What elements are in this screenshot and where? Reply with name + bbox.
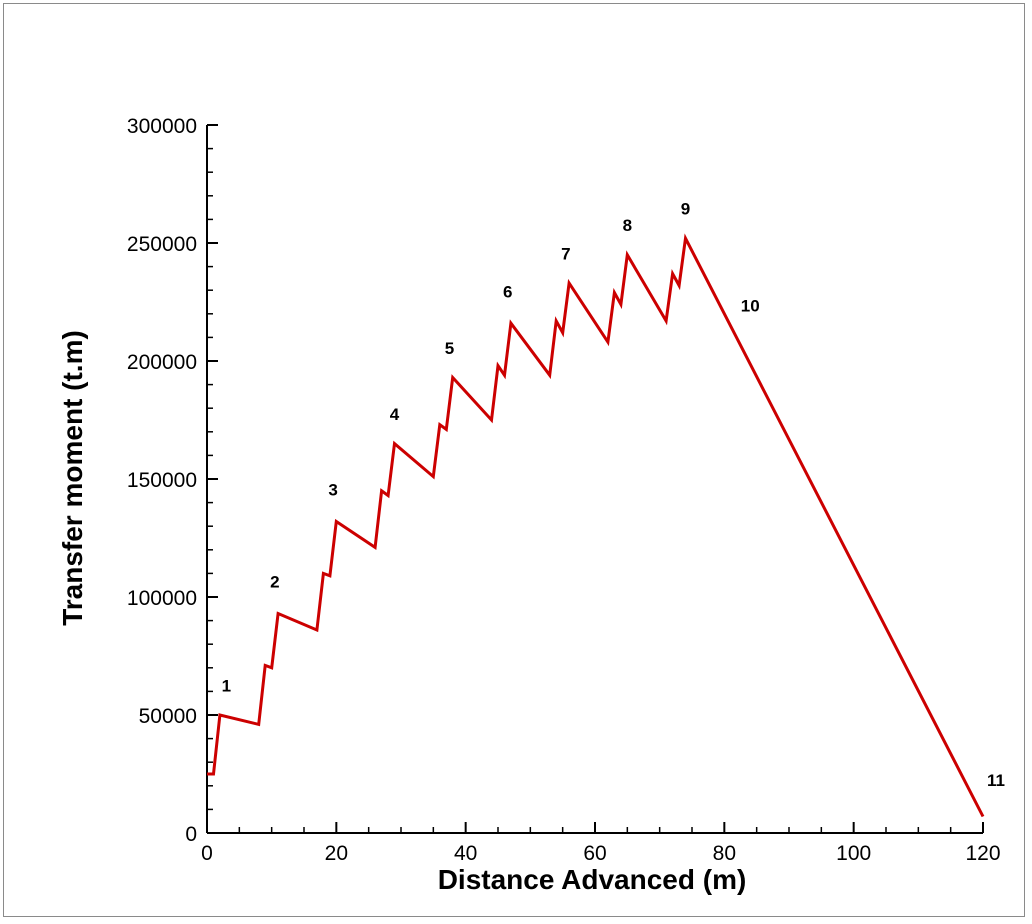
point-annotation: 5 — [445, 339, 454, 358]
x-tick-label: 120 — [965, 842, 1000, 865]
y-tick-label: 100000 — [127, 587, 197, 610]
y-tick-label: 300000 — [127, 115, 197, 138]
axes — [206, 125, 983, 834]
x-tick-label: 100 — [836, 842, 871, 865]
point-annotation: 8 — [623, 216, 632, 235]
series-line — [207, 233, 985, 818]
annotations: 1 2 3 4 5 6 7 8 9 10 11 — [222, 200, 1005, 790]
x-tick-label: 80 — [713, 842, 736, 865]
y-tick-label: 200000 — [127, 351, 197, 374]
point-annotation: 6 — [503, 282, 512, 301]
x-tick-label: 20 — [325, 842, 348, 865]
x-tick-label: 40 — [454, 842, 477, 865]
y-axis-title: Transfer moment (t.m) — [57, 330, 88, 626]
point-annotation: 9 — [681, 200, 690, 219]
point-annotation: 7 — [561, 245, 570, 264]
y-tick-label: 250000 — [127, 233, 197, 256]
y-tick-label: 50000 — [139, 705, 197, 728]
x-tick-label: 0 — [201, 842, 213, 865]
point-annotation: 11 — [987, 771, 1005, 790]
ticks — [206, 124, 984, 834]
point-annotation: 2 — [270, 573, 279, 592]
point-annotation: 1 — [222, 676, 231, 695]
x-axis-title: Distance Advanced (m) — [438, 864, 747, 895]
tick-labels: 0 20 40 60 80 100 120 0 50000 100000 150000 200000 2… — [127, 115, 1001, 865]
point-annotation: 10 — [741, 296, 760, 315]
chart-frame — [3, 3, 1025, 917]
x-tick-label: 60 — [583, 842, 606, 865]
y-tick-label: 0 — [185, 823, 197, 846]
point-annotation: 3 — [328, 481, 337, 500]
point-annotation: 4 — [390, 405, 400, 424]
y-tick-label: 150000 — [127, 469, 197, 492]
